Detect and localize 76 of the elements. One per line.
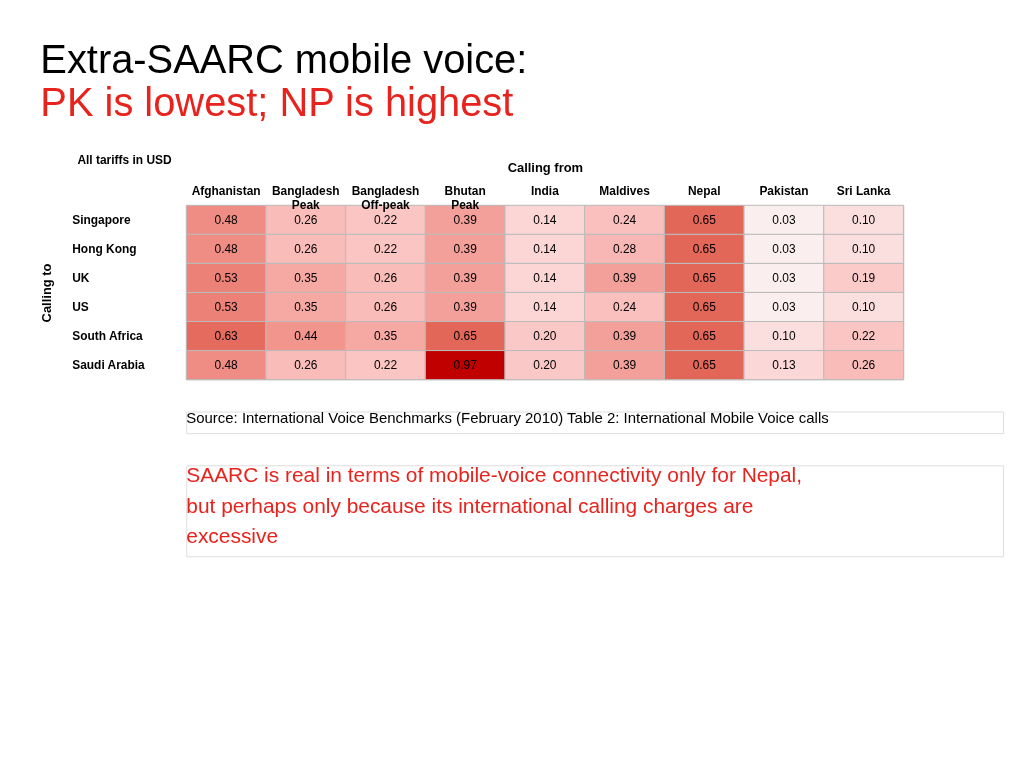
data-label: 0.22 [373, 358, 398, 373]
source-note: Source: International Voice Benchmarks (February 2010) Table 2: International Mobile Voice calls [186, 409, 829, 427]
data-label: 0.10 [852, 212, 876, 227]
y-axis-title: Calling to [39, 263, 55, 323]
data-label: 0.53 [214, 270, 239, 285]
data-label: 0.03 [772, 299, 796, 314]
data-label: 0.65 [692, 212, 717, 227]
data-label: 0.28 [612, 241, 637, 256]
data-label: 0.39 [453, 299, 478, 314]
x-tick-label: Pakistan [759, 183, 809, 198]
data-label: 0.48 [214, 358, 239, 373]
x-tick-label: Afghanistan [191, 183, 261, 198]
y-tick-label: Singapore [72, 212, 131, 227]
data-label: 0.19 [852, 270, 876, 285]
x-axis-title: Calling from [507, 159, 584, 175]
data-label: 0.26 [373, 270, 398, 285]
data-label: 0.97 [453, 358, 478, 373]
chart-subtitle: PK is lowest; NP is highest [40, 80, 514, 125]
data-label: 0.03 [772, 212, 796, 227]
y-tick-label: Hong Kong [72, 241, 137, 256]
data-label: 0.22 [373, 241, 398, 256]
y-tick-label: Saudi Arabia [72, 358, 146, 373]
data-label: 0.03 [772, 270, 796, 285]
data-label: 0.24 [612, 299, 637, 314]
x-tick-label: Sri Lanka [836, 183, 891, 198]
x-tick-label: Bangladesh Peak [271, 183, 340, 212]
x-tick-label: India [530, 183, 560, 198]
text: SAARC is real in terms of mobile-voice connectivity only for Nepal, but perhaps only because its international calling charges are excessive [186, 463, 803, 547]
data-label: 0.39 [453, 241, 478, 256]
data-label: 0.35 [294, 299, 318, 314]
x-tick-label: Bangladesh Off-peak [351, 183, 420, 212]
data-label: 0.14 [533, 299, 557, 314]
data-label: 0.48 [214, 212, 239, 227]
data-label: 0.39 [453, 270, 478, 285]
data-label: 0.26 [294, 358, 318, 373]
data-label: 0.65 [692, 241, 717, 256]
data-label: 0.65 [692, 329, 717, 344]
data-label: 0.20 [533, 358, 557, 373]
data-label: 0.14 [533, 270, 557, 285]
data-label: 0.26 [294, 241, 318, 256]
data-label: 0.24 [612, 212, 637, 227]
data-label: 0.48 [214, 241, 239, 256]
data-label: 0.13 [772, 358, 796, 373]
data-label: 0.26 [373, 299, 398, 314]
data-label: 0.10 [772, 329, 796, 344]
data-label: 0.26 [852, 358, 876, 373]
data-label: 0.14 [533, 241, 557, 256]
data-label: 0.65 [692, 299, 717, 314]
x-tick-label: Maldives [599, 183, 651, 198]
y-tick-label: US [72, 299, 89, 314]
data-label: 0.26 [294, 212, 318, 227]
data-label: 0.03 [772, 241, 796, 256]
data-label: 0.65 [453, 329, 478, 344]
data-label: 0.63 [214, 329, 239, 344]
data-label: 0.20 [533, 329, 557, 344]
x-tick-label: Bhutan Peak [444, 183, 486, 212]
y-tick-label: UK [72, 270, 90, 285]
data-label: 0.39 [612, 358, 637, 373]
text: All tariffs in USD [77, 153, 172, 168]
data-label: 0.53 [214, 299, 239, 314]
data-label: 0.44 [294, 329, 318, 344]
data-label: 0.39 [453, 212, 478, 227]
data-label: 0.22 [373, 212, 398, 227]
data-label: 0.10 [852, 241, 876, 256]
data-label: 0.39 [612, 270, 637, 285]
data-label: 0.65 [692, 270, 717, 285]
chart-title: Extra-SAARC mobile voice: [40, 37, 528, 82]
y-tick-label: South Africa [72, 329, 144, 344]
data-label: 0.39 [612, 329, 637, 344]
data-label: 0.22 [852, 329, 876, 344]
data-label: 0.65 [692, 358, 717, 373]
data-label: 0.14 [533, 212, 557, 227]
x-tick-label: Nepal [687, 183, 721, 198]
data-label: 0.10 [852, 299, 876, 314]
data-label: 0.35 [373, 329, 398, 344]
data-label: 0.35 [294, 270, 318, 285]
